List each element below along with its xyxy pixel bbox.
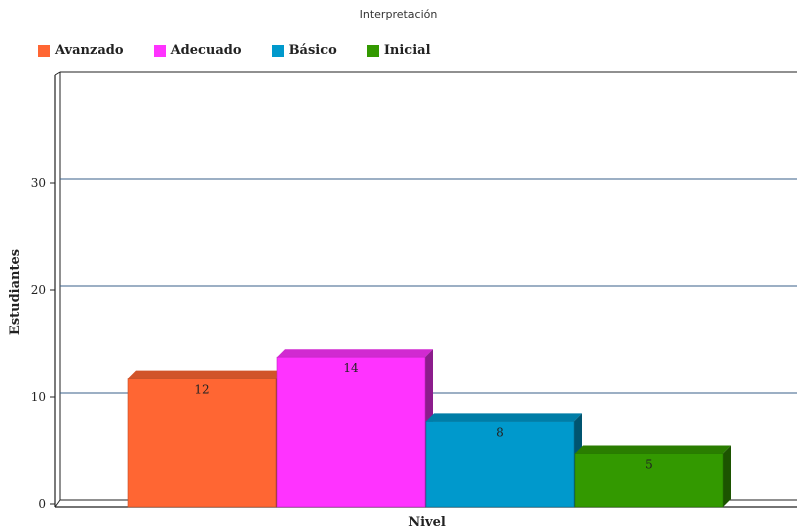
floor-left-edge — [54, 499, 61, 508]
data-label-avanzado: 12 — [194, 383, 209, 397]
y-tick-label: 0 — [38, 497, 46, 511]
legend-label-basico: Básico — [288, 43, 337, 58]
bar-básico — [425, 421, 575, 508]
legend-label-avanzado: Avanzado — [55, 43, 124, 58]
bar-top-avanzado — [128, 370, 284, 379]
bar-inicial — [574, 453, 724, 508]
x-axis-title: Nivel — [408, 515, 446, 530]
y-axis-title: Estudiantes — [8, 249, 23, 335]
legend: Avanzado Adecuado Básico Inicial — [38, 43, 461, 58]
bar-top-inicial — [575, 445, 731, 454]
legend-item-avanzado[interactable]: Avanzado — [38, 43, 124, 58]
y-tick-label: 20 — [31, 283, 46, 297]
y-tick-label: 10 — [31, 390, 46, 404]
legend-item-adecuado[interactable]: Adecuado — [153, 43, 242, 58]
legend-item-basico[interactable]: Básico — [271, 43, 337, 58]
legend-label-inicial: Inicial — [383, 43, 431, 58]
axis-corner-top — [54, 71, 61, 76]
bar-top-adecuado — [277, 349, 433, 358]
bar-adecuado — [276, 356, 426, 508]
legend-swatch-avanzado — [38, 44, 50, 57]
legend-swatch-basico — [271, 44, 284, 57]
legend-label-adecuado: Adecuado — [170, 43, 242, 58]
legend-swatch-inicial — [366, 44, 379, 57]
y-tick-label: 30 — [31, 176, 46, 190]
bar-top-básico — [426, 413, 582, 422]
bar-side-inicial — [723, 445, 731, 507]
chart-title: Interpretación — [359, 8, 438, 21]
data-label-inicial: 5 — [645, 458, 653, 472]
data-label-adecuado: 14 — [343, 361, 359, 375]
legend-item-inicial[interactable]: Inicial — [366, 43, 431, 58]
bar-avanzado — [127, 378, 277, 508]
data-label-básico: 8 — [496, 425, 504, 439]
legend-swatch-adecuado — [153, 44, 166, 57]
